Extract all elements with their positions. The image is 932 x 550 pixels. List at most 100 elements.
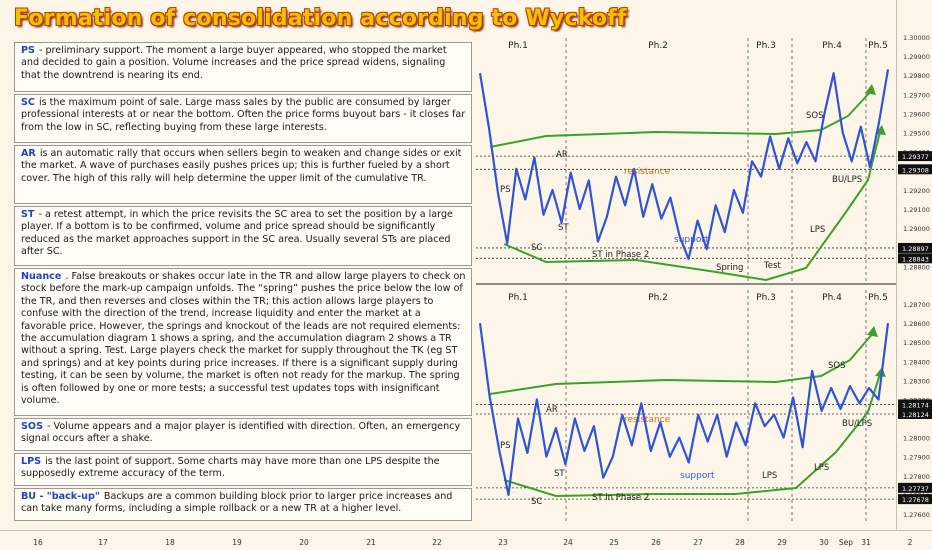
note-term: Nuance [21, 271, 62, 282]
phase-label: Ph.2 [648, 293, 668, 303]
note-text: - preliminary support. The moment a larg… [21, 45, 447, 81]
date-axis[interactable]: 16 17 18 19 20 21 22 23 24 25 26 27 28 29 30 31 Sep 2 [0, 530, 932, 550]
annotation-label: Spring [716, 263, 743, 273]
date-tick: 26 [651, 538, 661, 547]
date-tick: 31 [861, 538, 871, 547]
annotation-label: ST in Phase 2 [592, 250, 649, 260]
support-curve [503, 373, 881, 498]
note-7: BU - "back-up" Backups are a common build… [14, 488, 472, 521]
price-tick: 1.28000 [903, 435, 930, 443]
price-marker-label: 1.28174 [902, 401, 929, 409]
support-curve [503, 131, 881, 282]
annotation-label: BU/LPS [842, 419, 872, 429]
chart-panel: Ph.1 Ph.2 Ph.3 Ph.4 Ph.5 resistance support PS S… [476, 32, 896, 524]
date-tick: 21 [366, 538, 376, 547]
note-text: - a retest attempt, in which the price r… [21, 209, 453, 258]
note-term: PS [21, 45, 35, 56]
chart-1: Ph.1 Ph.2 Ph.3 Ph.4 Ph.5 resistance support PS S… [476, 38, 896, 285]
price-marker [898, 151, 932, 162]
phase-label: Ph.5 [868, 41, 888, 51]
note-2: AR is an automatic rally that occurs when… [14, 145, 472, 204]
price-tick: 1.29900 [903, 53, 930, 61]
accumulation-charts: Ph.1 Ph.2 Ph.3 Ph.4 Ph.5 resistance support PS S… [476, 38, 896, 524]
date-tick: 18 [165, 538, 175, 547]
annotation-label: AR [546, 405, 558, 415]
phase-label: Ph.5 [868, 293, 888, 303]
date-tick: 17 [98, 538, 108, 547]
price-line [478, 69, 890, 260]
annotation-label: SOS [828, 361, 845, 371]
note-text: is an automatic rally that occurs when s… [21, 148, 462, 184]
price-tick: 1.29000 [903, 225, 930, 233]
price-marker-label: 1.28843 [902, 255, 929, 263]
date-tick: 24 [563, 538, 573, 547]
price-tick: 1.28300 [903, 377, 930, 385]
price-marker-label: 1.27678 [902, 496, 929, 504]
notes-panel: PS - preliminary support. The moment a la… [14, 42, 472, 521]
price-axis[interactable]: 1.30000 1.29900 1.29800 1.29700 1.29600 1.295… [896, 0, 932, 530]
price-marker [898, 242, 932, 253]
price-tick: 1.29600 [903, 110, 930, 118]
note-term: LPS [21, 456, 42, 467]
annotation-label: SC [531, 497, 542, 507]
price-tick: 1.27900 [903, 454, 930, 462]
price-marker [898, 399, 932, 410]
page-title: Formation of consolidation according to … [14, 6, 627, 31]
note-term: ST [21, 209, 35, 220]
annotation-label: Test [763, 261, 781, 271]
annotation-label: SOS [806, 111, 823, 121]
annotation-label: PS [500, 185, 511, 195]
phase-label: Ph.3 [756, 293, 776, 303]
price-marker [898, 253, 932, 264]
price-tick: 1.28600 [903, 320, 930, 328]
price-marker [898, 494, 932, 505]
date-tick: 29 [777, 538, 787, 547]
price-tick: 1.29800 [903, 72, 930, 80]
date-tick: 19 [232, 538, 242, 547]
curve-arrow [865, 84, 876, 95]
annotation-label: AR [556, 150, 568, 160]
price-tick: 1.28700 [903, 301, 930, 309]
price-tick: 1.30000 [903, 34, 930, 42]
resistance-curve [489, 89, 873, 148]
price-tick: 1.28400 [903, 358, 930, 366]
price-tick: 1.28500 [903, 339, 930, 347]
date-tick: 16 [33, 538, 43, 547]
price-tick: 1.28800 [903, 264, 930, 272]
curve-arrow [867, 326, 878, 337]
note-text: is the last point of support. Some chart… [21, 456, 440, 480]
phase-label: Ph.3 [756, 41, 776, 51]
support-label: support [680, 471, 715, 481]
note-0: PS - preliminary support. The moment a la… [14, 42, 472, 92]
resistance-curve [489, 331, 875, 395]
annotation-label: ST [554, 469, 565, 479]
date-tick: 22 [432, 538, 442, 547]
price-marker [898, 482, 932, 493]
date-tick: 2 [908, 538, 913, 547]
date-tick: 30 [819, 538, 829, 547]
note-term: BU - "back-up" [21, 491, 100, 502]
price-line [478, 322, 890, 496]
phase-label: Ph.4 [822, 293, 842, 303]
note-text: Backups are a common building block prio… [21, 491, 453, 515]
price-marker-label: 1.29377 [902, 153, 929, 161]
price-marker-label: 1.28897 [902, 245, 929, 253]
annotation-label: BU/LPS [832, 175, 862, 185]
price-tick: 1.27600 [903, 511, 930, 519]
annotation-label: PS [500, 441, 511, 451]
date-tick: 23 [498, 538, 508, 547]
annotation-label: LPS [810, 225, 825, 235]
annotation-label: LPS [814, 463, 829, 473]
note-6: LPS is the last point of support. Some ch… [14, 453, 472, 486]
annotation-label: SC [531, 243, 542, 253]
note-term: SC [21, 97, 35, 108]
phase-label: Ph.1 [508, 293, 528, 303]
price-tick: 1.29200 [903, 187, 930, 195]
price-marker [898, 164, 932, 175]
chart-2: Ph.1 Ph.2 Ph.3 Ph.4 Ph.5 resistance support PS S… [476, 290, 896, 524]
curve-arrow [875, 367, 886, 377]
note-4: Nuance. False breakouts or shakes occur … [14, 268, 472, 416]
date-tick: Sep [839, 538, 853, 547]
note-1: SC is the maximum point of sale. Large ma… [14, 94, 472, 143]
note-term: AR [21, 148, 36, 159]
